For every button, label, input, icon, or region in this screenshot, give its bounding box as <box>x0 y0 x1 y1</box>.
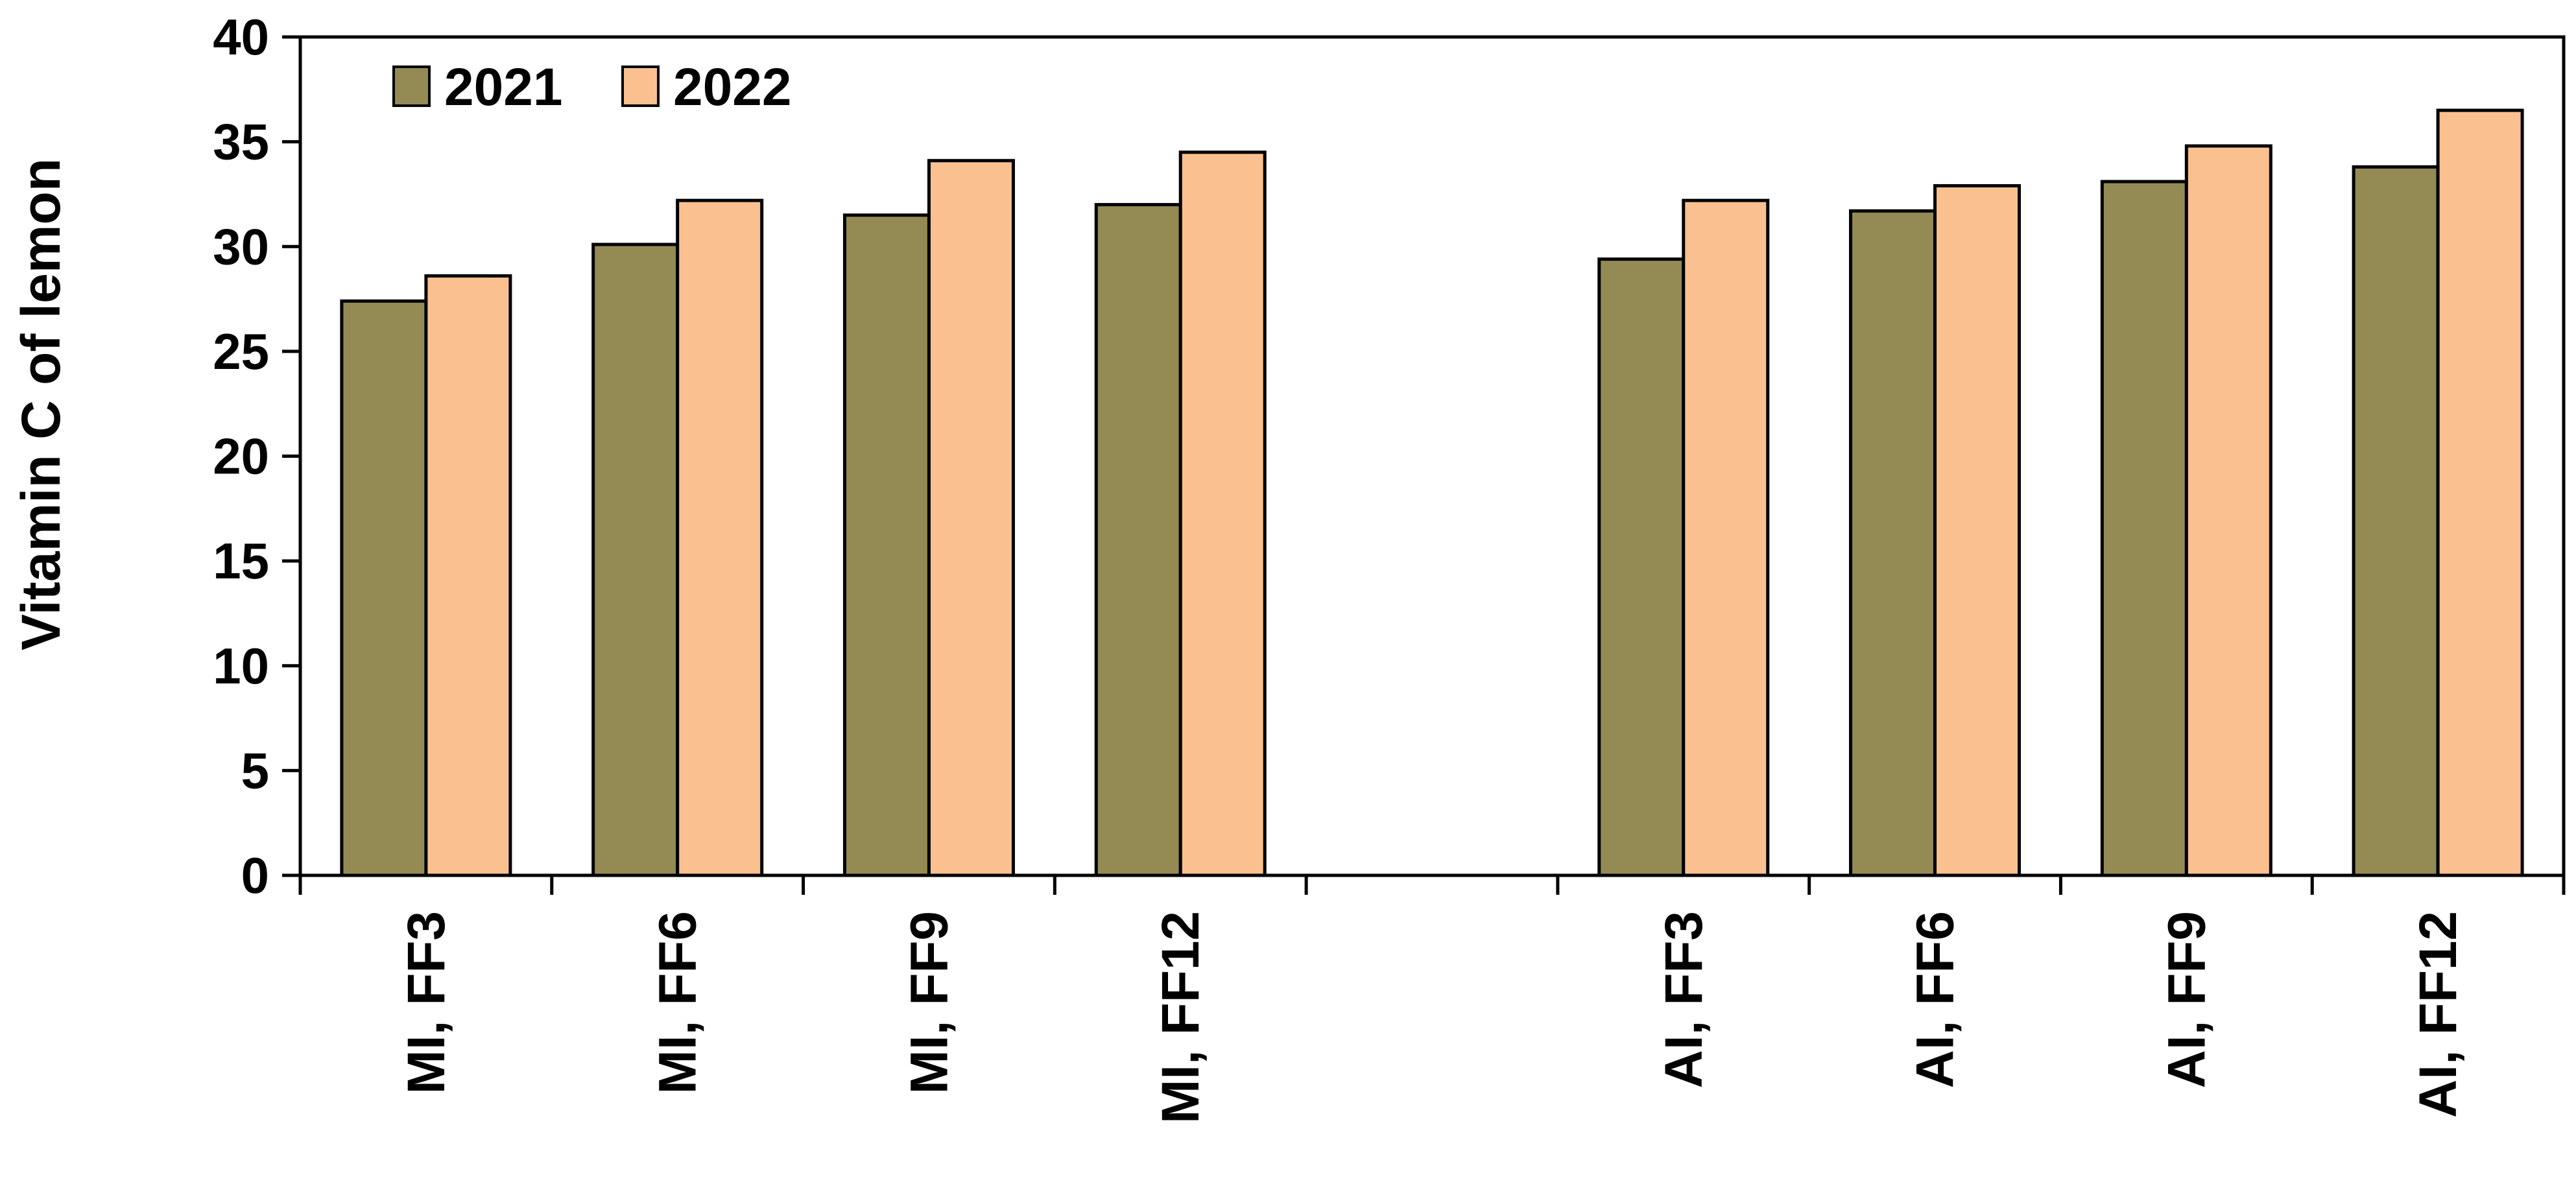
y-tick-label: 10 <box>213 637 269 694</box>
bar-2021-3 <box>1094 203 1182 877</box>
bar-2022-1 <box>676 198 764 877</box>
bars-group <box>340 108 2524 877</box>
y-tick-label: 15 <box>213 532 269 589</box>
y-axis-title: Vitamin C of lemon <box>10 158 71 650</box>
x-tick-label: MI, FF12 <box>1151 911 1210 1124</box>
y-tick-label: 5 <box>241 742 269 799</box>
y-tick-label: 25 <box>213 323 269 380</box>
x-axis: MI, FF3 MI, FF6 MI, FF9 MI, FF12 AI, FF3 AI, … <box>298 875 2566 1124</box>
x-tick-label: AI, FF3 <box>1654 911 1713 1088</box>
bar-2021-0 <box>340 299 428 877</box>
bar-2022-2 <box>927 159 1015 877</box>
bar-2021-1 <box>591 243 680 877</box>
legend-swatch-2021 <box>392 65 431 107</box>
y-axis: 0 5 10 15 20 25 30 35 40 <box>213 8 300 904</box>
x-tick-label: AI, FF12 <box>2409 911 2468 1118</box>
y-tick-label: 40 <box>213 8 269 65</box>
x-tick-label: AI, FF9 <box>2157 911 2216 1088</box>
bar-2022-3 <box>1178 150 1267 877</box>
legend-swatch-2022 <box>621 65 660 107</box>
x-tick-label: MI, FF6 <box>649 911 708 1094</box>
x-tick-label: MI, FF3 <box>397 911 456 1094</box>
y-tick-label: 35 <box>213 113 269 171</box>
legend-label-2021: 2021 <box>444 58 562 117</box>
bar-2021-8 <box>2352 165 2440 877</box>
y-tick-label: 0 <box>241 847 269 904</box>
y-tick-label: 20 <box>213 428 269 485</box>
legend-label-2022: 2022 <box>673 58 791 117</box>
x-tick-label: AI, FF6 <box>1906 911 1965 1088</box>
bar-2022-7 <box>2184 144 2272 877</box>
bar-2021-6 <box>1849 209 1937 877</box>
bar-2022-8 <box>2436 108 2524 877</box>
bar-2021-2 <box>842 213 931 877</box>
bar-2021-5 <box>1597 257 1686 877</box>
y-tick-label: 30 <box>213 218 269 275</box>
bar-2022-5 <box>1682 198 1770 877</box>
x-tick-label: MI, FF9 <box>900 911 959 1094</box>
bar-2022-0 <box>424 274 512 877</box>
bar-2022-6 <box>1933 184 2021 877</box>
bar-2021-7 <box>2100 180 2188 877</box>
legend: 2021 2022 <box>392 58 791 117</box>
